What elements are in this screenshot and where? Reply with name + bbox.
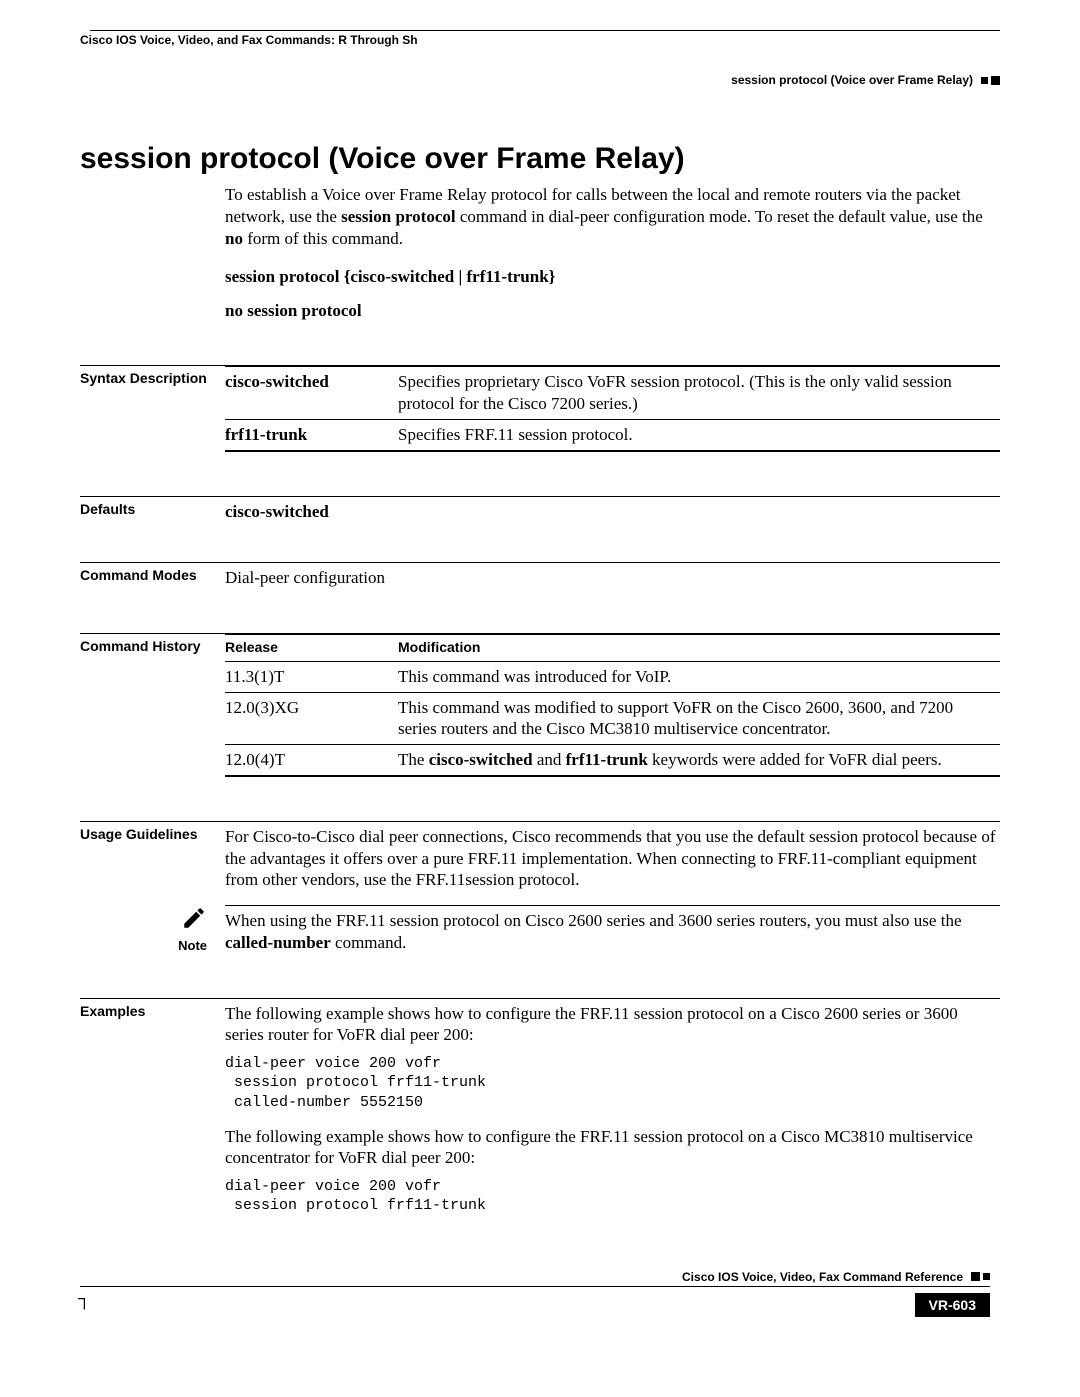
page-number: VR-603 xyxy=(915,1293,990,1317)
intro-text: form of this command. xyxy=(243,229,403,248)
param-key: frf11-trunk xyxy=(225,419,398,450)
syntax-table: cisco-switched Specifies proprietary Cis… xyxy=(225,365,1000,451)
col-release: Release xyxy=(225,634,398,661)
label-note: Note xyxy=(80,938,207,953)
table-header-row: Release Modification xyxy=(225,634,1000,661)
document-page: Cisco IOS Voice, Video, and Fax Commands… xyxy=(0,0,1080,1327)
intro-cmd: session protocol xyxy=(341,207,455,226)
header-topic-row: session protocol (Voice over Frame Relay… xyxy=(80,53,1000,87)
page-title: session protocol (Voice over Frame Relay… xyxy=(80,142,1000,176)
code-block: dial-peer voice 200 vofr session protoco… xyxy=(225,1054,1000,1112)
defaults-value: cisco-switched xyxy=(225,502,329,521)
header-topic: session protocol (Voice over Frame Relay… xyxy=(731,73,973,87)
history-release: 11.3(1)T xyxy=(225,661,398,692)
section-examples: Examples The following example shows how… xyxy=(80,998,1000,1230)
param-desc: Specifies proprietary Cisco VoFR session… xyxy=(398,366,1000,419)
intro-paragraph: To establish a Voice over Frame Relay pr… xyxy=(225,184,1000,249)
history-release: 12.0(3)XG xyxy=(225,692,398,745)
param-key: cisco-switched xyxy=(225,366,398,419)
page-footer: Cisco IOS Voice, Video, Fax Command Refe… xyxy=(80,1270,990,1287)
section-command-modes: Command Modes Dial-peer configuration xyxy=(80,562,1000,589)
label-usage-guidelines: Usage Guidelines xyxy=(80,821,225,891)
intro-text: command in dial-peer configuration mode.… xyxy=(456,207,983,226)
section-command-history: Command History Release Modification 11.… xyxy=(80,633,1000,777)
footer-squares-icon xyxy=(971,1272,990,1281)
label-examples: Examples xyxy=(80,998,225,1230)
footer-ref: Cisco IOS Voice, Video, Fax Command Refe… xyxy=(682,1270,963,1284)
section-syntax-description: Syntax Description cisco-switched Specif… xyxy=(80,365,1000,451)
usage-text: For Cisco-to-Cisco dial peer connections… xyxy=(225,827,995,890)
command-modes-value: Dial-peer configuration xyxy=(225,568,385,587)
section-defaults: Defaults cisco-switched xyxy=(80,496,1000,523)
page-header: Cisco IOS Voice, Video, and Fax Commands… xyxy=(80,31,1000,47)
table-row: 12.0(3)XG This command was modified to s… xyxy=(225,692,1000,745)
pencil-icon xyxy=(181,905,207,936)
example-intro: The following example shows how to confi… xyxy=(225,1003,1000,1047)
param-desc: Specifies FRF.11 session protocol. xyxy=(398,419,1000,450)
label-syntax-description: Syntax Description xyxy=(80,365,225,451)
intro-no: no xyxy=(225,229,243,248)
history-mod: This command was modified to support VoF… xyxy=(398,692,1000,745)
history-mod: This command was introduced for VoIP. xyxy=(398,661,1000,692)
header-chapter: Cisco IOS Voice, Video, and Fax Commands… xyxy=(80,31,418,47)
label-command-history: Command History xyxy=(80,633,225,777)
syntax-line: session protocol {cisco-switched | frf11… xyxy=(225,267,1000,287)
example-intro: The following example shows how to confi… xyxy=(225,1126,1000,1170)
col-modification: Modification xyxy=(398,634,1000,661)
table-row: frf11-trunk Specifies FRF.11 session pro… xyxy=(225,419,1000,450)
code-block: dial-peer voice 200 vofr session protoco… xyxy=(225,1177,1000,1215)
crop-mark-icon: ┐ xyxy=(78,1288,91,1309)
history-release: 12.0(4)T xyxy=(225,745,398,776)
note-text: When using the FRF.11 session protocol o… xyxy=(225,905,1000,954)
label-defaults: Defaults xyxy=(80,496,225,523)
header-squares-icon xyxy=(981,76,1000,85)
syntax-block: session protocol {cisco-switched | frf11… xyxy=(225,267,1000,321)
history-table: Release Modification 11.3(1)T This comma… xyxy=(225,633,1000,777)
section-usage-guidelines: Usage Guidelines For Cisco-to-Cisco dial… xyxy=(80,821,1000,891)
table-row: cisco-switched Specifies proprietary Cis… xyxy=(225,366,1000,419)
table-row: 11.3(1)T This command was introduced for… xyxy=(225,661,1000,692)
history-mod: The cisco-switched and frf11-trunk keywo… xyxy=(398,745,1000,776)
syntax-line: no session protocol xyxy=(225,301,1000,321)
table-row: 12.0(4)T The cisco-switched and frf11-tr… xyxy=(225,745,1000,776)
label-command-modes: Command Modes xyxy=(80,562,225,589)
note-block: Note When using the FRF.11 session proto… xyxy=(80,905,1000,954)
